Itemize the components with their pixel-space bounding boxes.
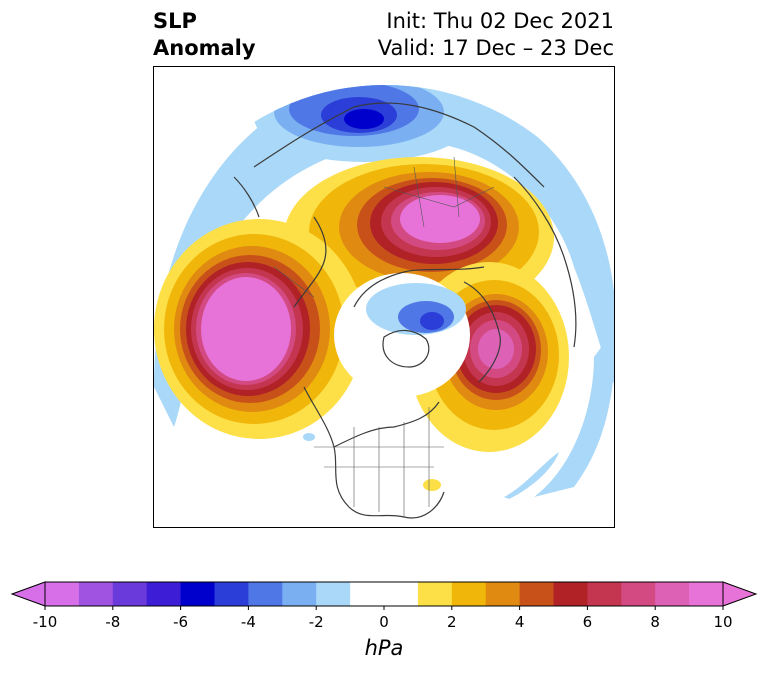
east-negative-band	[534, 327, 614, 497]
colorbar-units-label: hPa	[364, 636, 404, 660]
colorbar-tick-label: -10	[32, 613, 58, 631]
colorbar-swatch	[689, 582, 724, 606]
arctic-low-core	[420, 312, 444, 330]
small-negative-patch	[303, 433, 315, 441]
colorbar-tick-label: -2	[308, 613, 324, 631]
colorbar-swatch	[248, 582, 283, 606]
colorbar-tick-label: -4	[240, 613, 256, 631]
colorbar-swatch	[316, 582, 351, 606]
political-borders	[273, 156, 495, 517]
colorbar-left-arrow	[10, 581, 46, 607]
colorbar-swatches	[10, 581, 758, 607]
colorbar-swatch	[214, 582, 249, 606]
colorbar-swatch	[78, 582, 114, 606]
title-line-1: SLP	[153, 9, 197, 33]
colorbar	[10, 581, 758, 610]
colorbar-swatch	[485, 582, 521, 606]
europe-low-core	[344, 109, 384, 129]
colorbar-tick-label: 10	[713, 613, 733, 631]
colorbar-swatch	[350, 582, 385, 606]
colorbar-tick-label: 4	[514, 613, 525, 631]
colorbar-swatch	[587, 582, 622, 606]
colorbar-tick-label: 8	[650, 613, 660, 631]
siberia-high-core	[400, 195, 480, 243]
colorbar-swatch	[384, 582, 419, 606]
colorbar-tick-label: 0	[379, 613, 389, 631]
colorbar-right-arrow	[722, 581, 758, 607]
colorbar-swatch	[621, 582, 656, 606]
colorbar-swatch	[553, 582, 588, 606]
colorbar-swatch	[45, 582, 80, 606]
colorbar-swatch	[180, 582, 215, 606]
colorbar-tick-label: -8	[105, 613, 121, 631]
pacific-high-core	[201, 277, 291, 381]
colorbar-swatch	[519, 582, 554, 606]
colorbar-ticks	[44, 606, 724, 610]
title-line-2: Anomaly	[153, 36, 256, 60]
outer-negative-band	[154, 85, 614, 427]
colorbar-tick-label: 2	[447, 613, 457, 631]
small-positive-patch	[423, 479, 441, 491]
colorbar-swatch	[655, 582, 690, 606]
colorbar-swatch	[146, 582, 182, 606]
map-panel	[153, 66, 615, 528]
colorbar-swatch	[282, 582, 317, 606]
atlantic-high-core	[478, 329, 514, 369]
colorbar-swatch	[451, 582, 487, 606]
colorbar-tick-label: -6	[173, 613, 189, 631]
colorbar-tick-label: 6	[582, 613, 593, 631]
map-title: SLP Anomaly	[153, 8, 256, 62]
valid-range: Valid: 17 Dec – 23 Dec	[377, 36, 614, 60]
coastlines	[233, 102, 577, 519]
colorbar-swatch	[112, 582, 148, 606]
init-date: Init: Thu 02 Dec 2021	[386, 9, 614, 33]
atlantic-negative-streak	[504, 452, 559, 499]
colorbar-swatch	[417, 582, 453, 606]
date-info: Init: Thu 02 Dec 2021 Valid: 17 Dec – 23…	[378, 8, 614, 62]
anomaly-map	[154, 85, 614, 527]
